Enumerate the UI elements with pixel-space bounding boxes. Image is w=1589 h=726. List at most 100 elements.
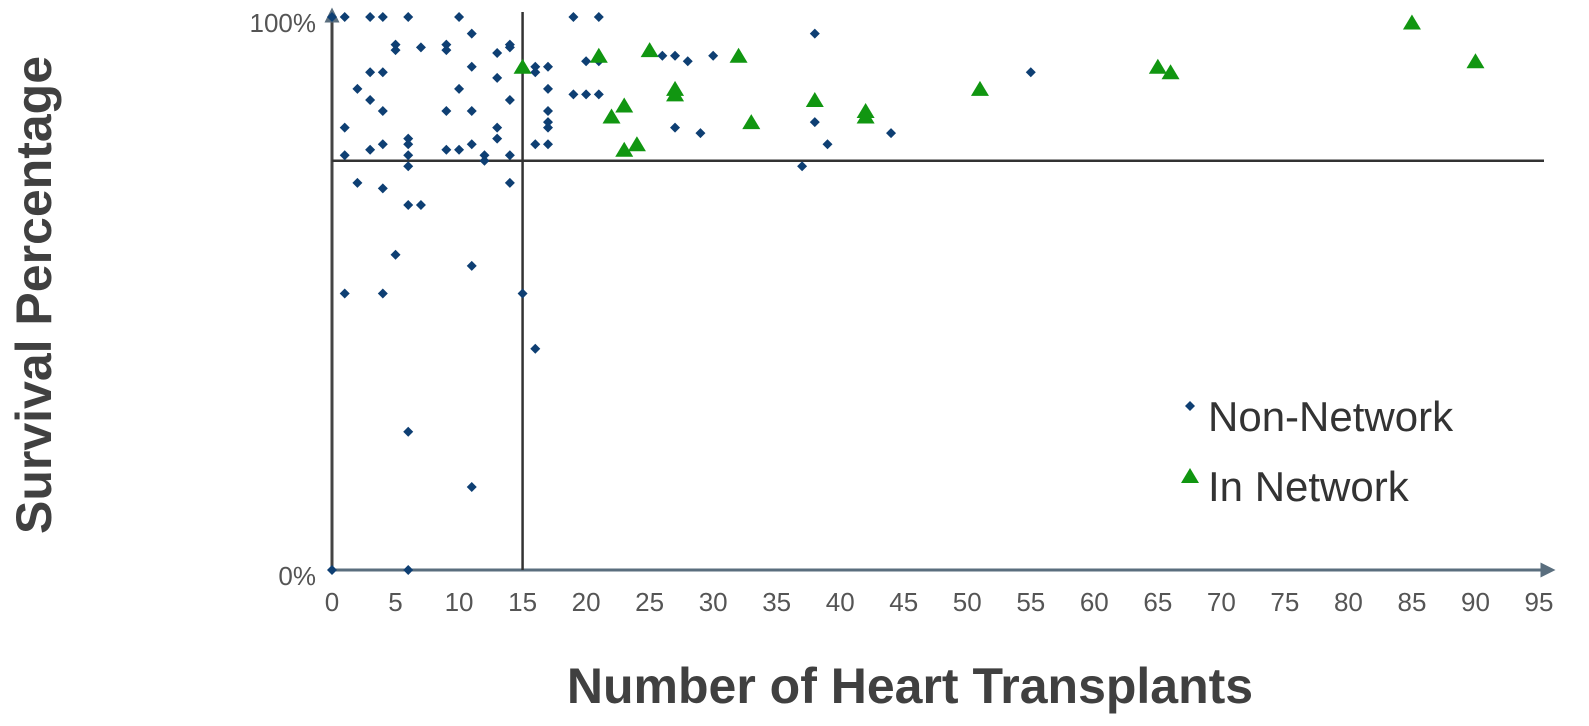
diamond-point	[657, 50, 668, 61]
diamond-point	[403, 133, 414, 144]
diamond-point	[403, 161, 414, 172]
triangle-point	[589, 47, 608, 63]
diamond-point	[530, 343, 541, 354]
diamond-point	[568, 89, 579, 100]
x-tick-label: 85	[1397, 587, 1426, 617]
diamond-point	[593, 12, 604, 22]
diamond-point	[568, 12, 579, 22]
triangle-point	[1161, 64, 1180, 80]
diamond-point	[466, 28, 477, 39]
x-tick-label: 45	[889, 587, 918, 617]
diamond-point	[403, 12, 414, 22]
diamond-point	[365, 12, 376, 22]
legend-label: Non-Network	[1208, 393, 1454, 440]
diamond-point	[593, 89, 604, 100]
diamond-point	[797, 161, 808, 172]
diamond-point	[415, 42, 426, 53]
x-tick-label: 60	[1080, 587, 1109, 617]
triangle-point	[970, 80, 989, 96]
triangle-point	[513, 58, 532, 74]
diamond-point	[670, 50, 681, 61]
triangle-point	[615, 97, 634, 113]
diamond-point	[708, 50, 719, 61]
x-tick-label: 5	[388, 587, 402, 617]
diamond-point	[542, 122, 553, 133]
diamond-point	[365, 144, 376, 155]
diamond-point	[377, 183, 388, 194]
diamond-point	[542, 139, 553, 150]
diamond-point	[542, 61, 553, 72]
diamond-point	[542, 83, 553, 94]
diamond-point	[339, 288, 350, 299]
diamond-point	[492, 72, 503, 83]
diamond-point	[530, 67, 541, 78]
diamond-point	[377, 139, 388, 150]
diamond-point	[327, 12, 337, 22]
diamond-point	[809, 28, 820, 39]
diamond-point	[504, 177, 515, 188]
diamond-point	[339, 150, 350, 161]
diamond-point	[377, 288, 388, 299]
x-tick-label: 25	[635, 587, 664, 617]
diamond-point	[403, 426, 414, 437]
x-tick-label: 20	[572, 587, 601, 617]
diamond-point	[454, 12, 465, 22]
x-tick-label: 90	[1461, 587, 1490, 617]
x-tick-label: 10	[445, 587, 474, 617]
diamond-point	[352, 177, 363, 188]
diamond-point	[809, 117, 820, 128]
diamond-point	[1025, 67, 1036, 78]
diamond-point	[466, 139, 477, 150]
diamond-point	[695, 128, 706, 139]
diamond-point	[365, 94, 376, 105]
diamond-point	[530, 139, 541, 150]
diamond-point	[466, 482, 477, 493]
triangle-point	[615, 141, 634, 157]
diamond-point	[530, 61, 541, 72]
diamond-point	[377, 106, 388, 117]
diamond-point	[403, 139, 414, 150]
diamond-point	[365, 67, 376, 78]
diamond-point	[390, 249, 401, 260]
diamond-point	[581, 89, 592, 100]
x-tick-label: 0	[325, 587, 339, 617]
x-tick-label: 50	[953, 587, 982, 617]
diamond-point	[390, 45, 401, 56]
triangle-point	[1148, 58, 1167, 74]
diamond-point	[492, 122, 503, 133]
x-tick-label: 15	[508, 587, 537, 617]
diamond-point	[466, 106, 477, 117]
diamond-point	[403, 200, 414, 211]
diamond-point	[542, 106, 553, 117]
diamond-point	[886, 128, 897, 139]
diamond-point	[415, 200, 426, 211]
triangle-point	[805, 91, 824, 107]
x-tick-label: 40	[826, 587, 855, 617]
diamond-point	[504, 150, 515, 161]
x-tick-label: 80	[1334, 587, 1363, 617]
diamond-point	[581, 56, 592, 67]
triangle-point	[856, 108, 875, 124]
diamond-point	[466, 260, 477, 271]
x-tick-label: 30	[699, 587, 728, 617]
diamond-point	[504, 42, 515, 53]
triangle-point	[729, 47, 748, 63]
triangle-point	[1402, 14, 1421, 30]
diamond-point	[479, 150, 490, 161]
diamond-point	[339, 12, 350, 22]
x-tick-label: 65	[1143, 587, 1172, 617]
diamond-point	[352, 83, 363, 94]
triangle-point	[742, 114, 761, 130]
triangle-point	[666, 86, 685, 102]
diamond-point	[441, 106, 452, 117]
x-tick-label: 75	[1270, 587, 1299, 617]
diamond-point	[670, 122, 681, 133]
diamond-point	[403, 150, 414, 161]
triangle-point	[602, 108, 621, 124]
y-tick-label: 0%	[278, 561, 316, 591]
diamond-point	[441, 39, 452, 50]
diamond-point	[441, 45, 452, 56]
y-tick-label: 100%	[250, 8, 317, 38]
diamond-point	[454, 144, 465, 155]
